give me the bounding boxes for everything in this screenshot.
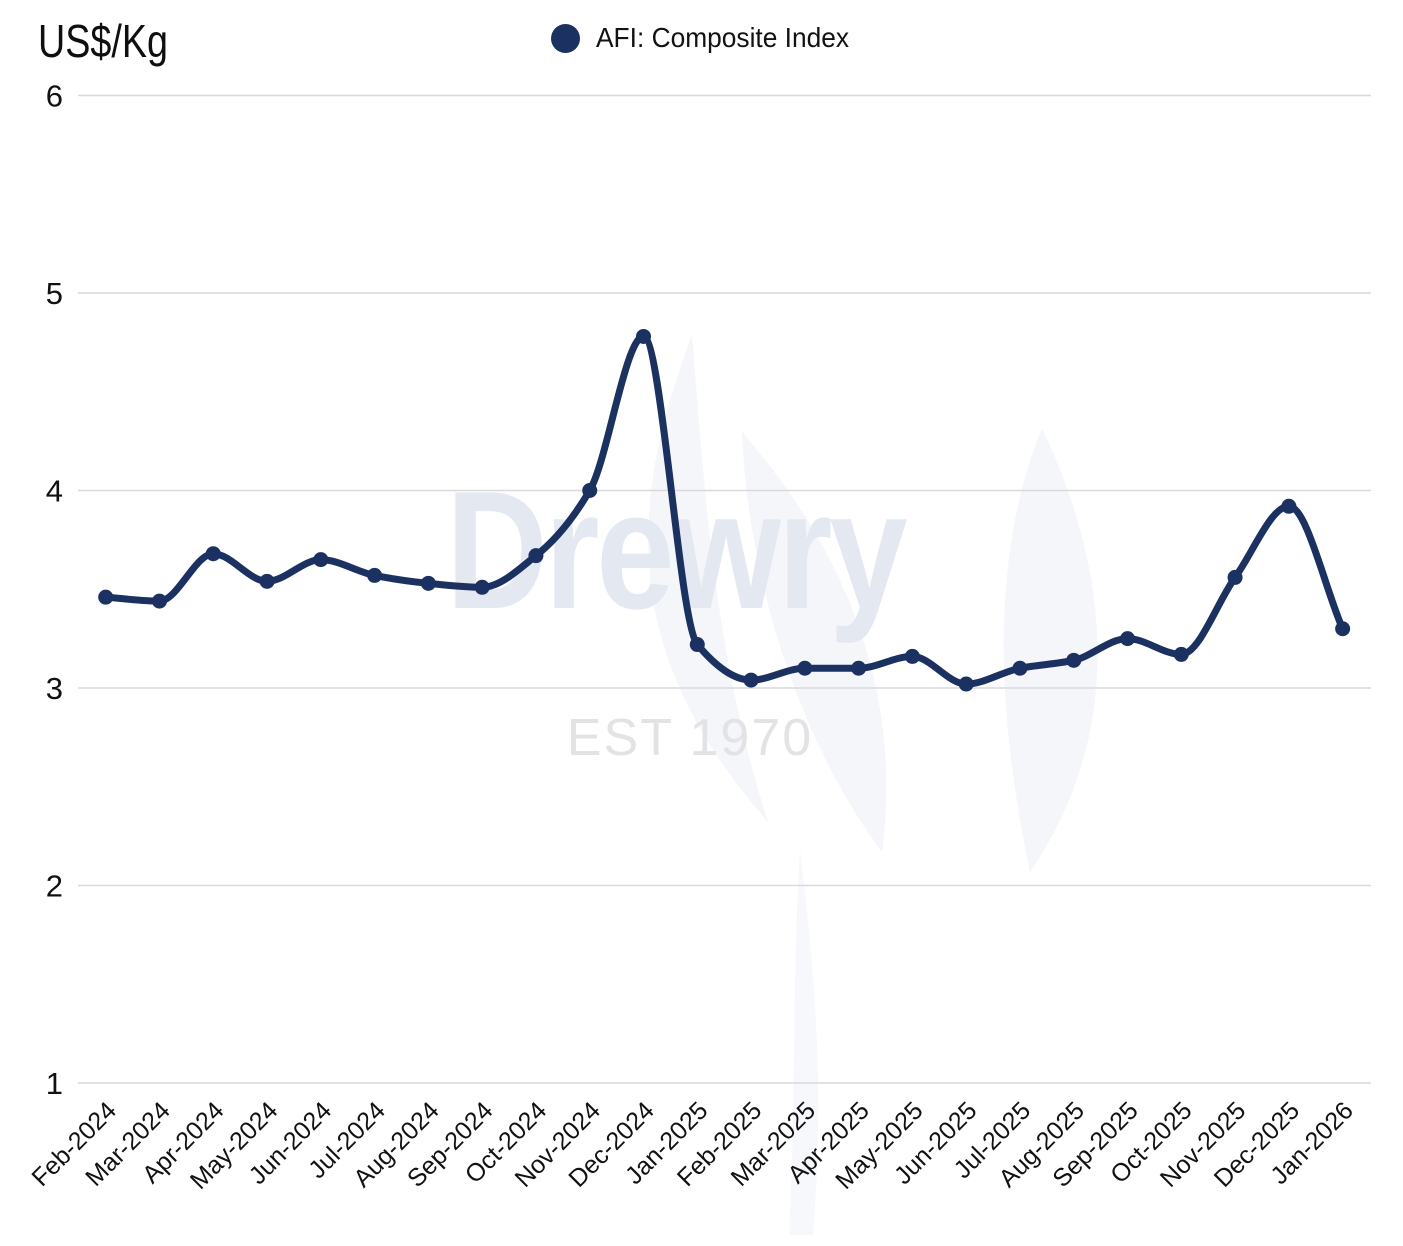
data-point-marker bbox=[367, 567, 383, 583]
data-point-marker bbox=[958, 676, 974, 692]
y-tick-label: 4 bbox=[46, 474, 63, 509]
data-point-marker bbox=[151, 593, 167, 609]
y-tick-label: 6 bbox=[46, 79, 63, 114]
data-point-marker bbox=[689, 637, 705, 653]
data-point-marker bbox=[1120, 631, 1136, 647]
data-point-marker bbox=[582, 483, 598, 498]
watermark-est-text: EST 1970 bbox=[566, 709, 814, 767]
data-point-marker bbox=[420, 575, 436, 591]
y-tick-label: 3 bbox=[46, 671, 63, 706]
legend: AFI: Composite Index bbox=[551, 22, 865, 54]
data-point-marker bbox=[851, 660, 867, 676]
data-point-marker bbox=[797, 660, 813, 676]
data-point-marker bbox=[313, 552, 329, 568]
data-point-marker bbox=[1227, 569, 1243, 585]
data-point-marker bbox=[259, 573, 275, 589]
y-tick-label: 5 bbox=[46, 276, 63, 311]
data-point-marker bbox=[636, 328, 651, 344]
data-point-marker bbox=[1281, 498, 1297, 514]
legend-label: AFI: Composite Index bbox=[596, 22, 850, 53]
data-point-marker bbox=[528, 548, 544, 564]
data-point-marker bbox=[98, 589, 114, 605]
data-point-marker bbox=[1173, 646, 1189, 662]
data-point-marker bbox=[904, 648, 920, 664]
data-point-marker bbox=[1012, 660, 1028, 676]
y-tick-label: 1 bbox=[46, 1066, 63, 1101]
series-line bbox=[102, 332, 1347, 688]
y-tick-label: 2 bbox=[46, 869, 63, 904]
axis-unit-title: US$/Kg bbox=[38, 15, 168, 67]
data-point-marker bbox=[474, 579, 490, 595]
data-point-marker bbox=[1066, 652, 1082, 668]
data-point-marker bbox=[1335, 621, 1351, 637]
data-point-marker bbox=[743, 672, 759, 688]
data-point-marker bbox=[205, 546, 221, 562]
legend-marker-icon bbox=[551, 23, 580, 53]
